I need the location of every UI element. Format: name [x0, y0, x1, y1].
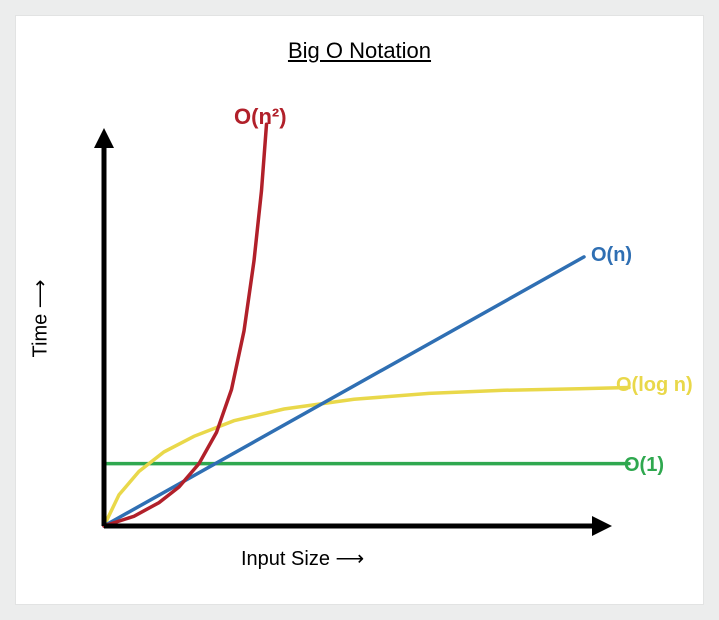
label-on2: O(n²) — [234, 104, 287, 130]
label-on: O(n) — [591, 244, 632, 267]
curve-on2 — [104, 124, 267, 526]
plot-svg — [16, 16, 703, 604]
label-o1: O(1) — [624, 454, 664, 477]
chart-panel: Big O Notation Time ⟶ Input Size ⟶ O(n²)… — [16, 16, 703, 604]
label-ologn: O(log n) — [616, 374, 693, 397]
curve-ologn — [104, 388, 629, 526]
